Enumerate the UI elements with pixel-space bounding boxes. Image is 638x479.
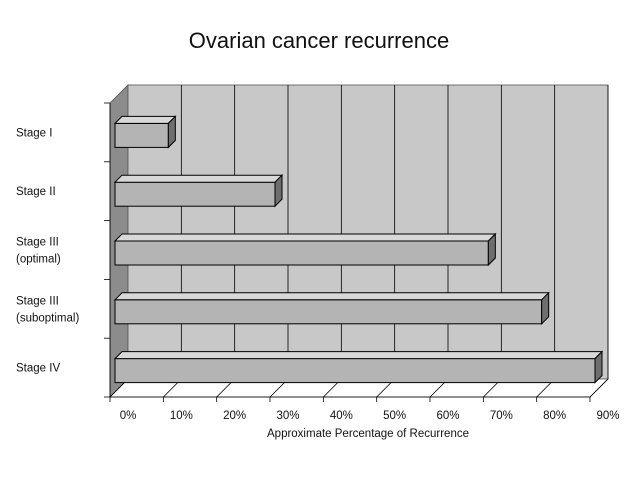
x-axis-title: Approximate Percentage of Recurrence [267,428,469,440]
bar-top [113,292,550,301]
category-label: Stage II [16,186,56,198]
bar-side [541,291,550,326]
bar-top [113,351,604,360]
bar [114,181,276,207]
x-tick-label: 50% [383,410,406,422]
bar-side [274,173,283,208]
category-label: Stage III (optimal) [16,237,61,266]
x-tick-label: 10% [170,410,193,422]
category-label-line: Stage I [16,127,52,139]
bar [114,299,543,325]
category-label-line: Stage IV [16,363,60,375]
bar-top [113,233,497,242]
x-tick-label: 20% [223,410,246,422]
bar-side [167,115,176,149]
category-label: Stage I [16,127,52,139]
floor-gridline [589,378,609,398]
category-label-line: (suboptimal) [16,312,79,324]
x-tick-label: 90% [596,410,619,422]
chart-title: Ovarian cancer recurrence [188,28,450,53]
x-tick-label: 60% [436,410,459,422]
bar [114,122,169,148]
category-label-line: Stage II [16,186,56,198]
x-tick-label: 30% [276,410,299,422]
category-label: Stage III (suboptimal) [16,295,79,324]
x-tick-label: 70% [490,410,513,422]
bar-side [487,232,496,267]
category-label-line: Stage III [16,237,59,249]
category-label-line: (optimal) [16,254,61,266]
chart-back-wall [127,84,609,380]
x-tick-label: 40% [330,410,353,422]
bar-top [113,115,177,124]
bar [114,240,489,266]
category-label-line: Stage III [16,295,59,307]
x-tick-label: 80% [543,410,566,422]
bar-side [594,350,603,384]
x-tick-label: 0% [120,410,137,422]
category-label: Stage IV [16,363,60,375]
bar [114,358,596,384]
bar-top [113,174,284,183]
